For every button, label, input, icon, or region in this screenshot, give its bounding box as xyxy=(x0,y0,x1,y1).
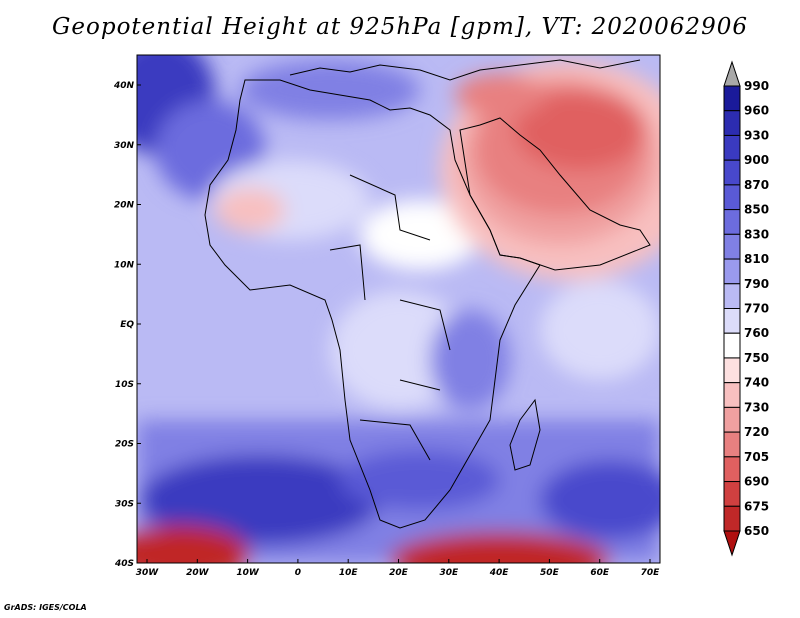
colorbar-swatch xyxy=(723,184,741,211)
lat-tick-label: 30N xyxy=(114,141,135,151)
lon-tick-label: 30W xyxy=(136,568,160,578)
colorbar-level-label: 730 xyxy=(744,400,769,414)
colorbar-level-label: 750 xyxy=(744,351,769,365)
lon-tick-label: 50E xyxy=(540,568,560,578)
colorbar-swatch xyxy=(723,209,741,235)
colorbar-level-label: 930 xyxy=(744,128,769,142)
colorbar-level-label: 960 xyxy=(744,104,769,118)
colorbar-swatch xyxy=(723,258,741,285)
lon-tick-label: 10E xyxy=(339,568,359,578)
colorbar-swatch xyxy=(723,431,741,458)
map-title: Geopotential Height at 925hPa [gpm], VT:… xyxy=(52,14,748,40)
colorbar-level-label: 690 xyxy=(744,475,769,489)
lon-tick-label: 20E xyxy=(389,568,409,578)
grads-credit: GrADS: IGES/COLA xyxy=(4,603,87,612)
colorbar-level-label: 870 xyxy=(744,178,769,192)
colorbar-top-arrow xyxy=(723,60,741,87)
coastlines xyxy=(204,59,651,529)
lat-tick-label: 30S xyxy=(115,499,134,509)
colorbar-level-label: 790 xyxy=(744,277,769,291)
lat-tick-label: EQ xyxy=(120,320,134,330)
colorbar-level-label: 675 xyxy=(744,499,769,513)
colorbar: 990 960 930 900 870 850 830 810 790 770 760 750 740 7… xyxy=(723,60,769,557)
colorbar-level-label: 650 xyxy=(744,524,769,538)
colorbar-level-label: 720 xyxy=(744,425,769,439)
colorbar-level-label: 705 xyxy=(744,450,769,464)
colorbar-level-label: 760 xyxy=(744,326,769,340)
colorbar-swatch xyxy=(723,357,741,384)
colorbar-swatch xyxy=(723,505,741,532)
lon-tick-label: 0 xyxy=(295,568,301,578)
lon-tick-label: 60E xyxy=(590,568,610,578)
lat-tick-label: 20N xyxy=(114,201,135,211)
colorbar-swatch xyxy=(723,233,741,260)
colorbar-swatch xyxy=(723,85,741,112)
lat-tick-label: 10S xyxy=(115,380,134,390)
colorbar-level-label: 770 xyxy=(744,302,769,316)
colorbar-swatch xyxy=(723,159,741,186)
colorbar-swatch xyxy=(723,481,741,507)
colorbar-swatch xyxy=(723,456,741,483)
colorbar-swatch xyxy=(723,382,741,408)
colorbar-level-label: 850 xyxy=(744,203,769,217)
height-field xyxy=(137,55,660,563)
colorbar-level-label: 990 xyxy=(744,79,769,93)
colorbar-swatch xyxy=(723,134,741,161)
lat-tick-label: 40N xyxy=(113,81,135,91)
colorbar-level-label: 810 xyxy=(744,252,769,266)
colorbar-level-label: 740 xyxy=(744,376,769,390)
lat-tick-label: 20S xyxy=(115,440,134,450)
colorbar-swatch xyxy=(723,332,741,359)
longitude-axis: 30W 20W 10W 0 10E 20E 30E 40E 50E 60E 70E xyxy=(136,559,660,578)
colorbar-swatch xyxy=(723,308,741,334)
colorbar-swatch xyxy=(723,110,741,136)
colorbar-bottom-arrow xyxy=(723,530,741,557)
colorbar-level-label: 830 xyxy=(744,227,769,241)
lat-tick-label: 10N xyxy=(114,260,135,270)
lon-tick-label: 40E xyxy=(489,568,510,578)
latitude-axis: 40N 30N 20N 10N EQ 10S 20S 30S 40S xyxy=(113,81,141,569)
lon-tick-label: 30E xyxy=(439,568,459,578)
colorbar-swatch xyxy=(723,406,741,433)
lat-tick-label: 40S xyxy=(114,559,134,569)
colorbar-level-label: 900 xyxy=(744,153,769,167)
lon-tick-label: 20W xyxy=(186,568,210,578)
lon-tick-label: 70E xyxy=(641,568,661,578)
lon-tick-label: 10W xyxy=(236,568,260,578)
colorbar-swatch xyxy=(723,283,741,309)
